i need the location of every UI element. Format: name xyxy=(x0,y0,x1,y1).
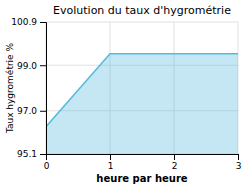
area xyxy=(46,54,238,154)
tick-label: 97.0 xyxy=(17,106,37,116)
tick-label: 99.0 xyxy=(17,61,37,71)
tick: 95.1 xyxy=(17,149,46,159)
tick-mark xyxy=(238,154,239,160)
line xyxy=(46,54,238,127)
tick: 100.9 xyxy=(11,17,46,27)
tick: 97.0 xyxy=(17,106,46,116)
tick-mark xyxy=(40,22,46,23)
tick-mark xyxy=(40,154,46,155)
tick: 3 xyxy=(236,154,242,171)
tick-mark xyxy=(110,154,111,160)
tick-label: 95.1 xyxy=(17,149,37,159)
marks xyxy=(46,54,238,154)
plot: 0 1 2 3 95.1 97.0 99.0 100.9 xyxy=(11,17,241,171)
tick-label: 1 xyxy=(108,161,114,171)
grid-line xyxy=(46,22,238,23)
title: Evolution du taux d'hygrométrie xyxy=(53,4,231,17)
tick-mark xyxy=(174,154,175,160)
tick-mark xyxy=(40,65,46,66)
grid xyxy=(46,22,238,154)
chart: 0 1 2 3 95.1 97.0 99.0 100.9 Evolution du taux d… xyxy=(0,0,250,188)
y-axis: 95.1 97.0 99.0 100.9 xyxy=(11,17,46,159)
tick-label: 2 xyxy=(172,161,178,171)
tick-label: 100.9 xyxy=(11,17,37,27)
x-axis-title: heure par heure xyxy=(96,173,187,184)
tick-mark xyxy=(40,111,46,112)
x-axis: 0 1 2 3 xyxy=(44,154,242,171)
axis-line xyxy=(40,23,47,155)
tick-label: 0 xyxy=(44,161,50,171)
tick-label: 3 xyxy=(236,161,242,171)
y-axis-title: Taux hygrométrie % xyxy=(5,42,15,134)
tick: 2 xyxy=(172,154,178,171)
axis-line xyxy=(47,155,239,161)
tick: 99.0 xyxy=(17,61,46,71)
tick: 1 xyxy=(108,154,114,171)
tick: 0 xyxy=(44,154,50,171)
